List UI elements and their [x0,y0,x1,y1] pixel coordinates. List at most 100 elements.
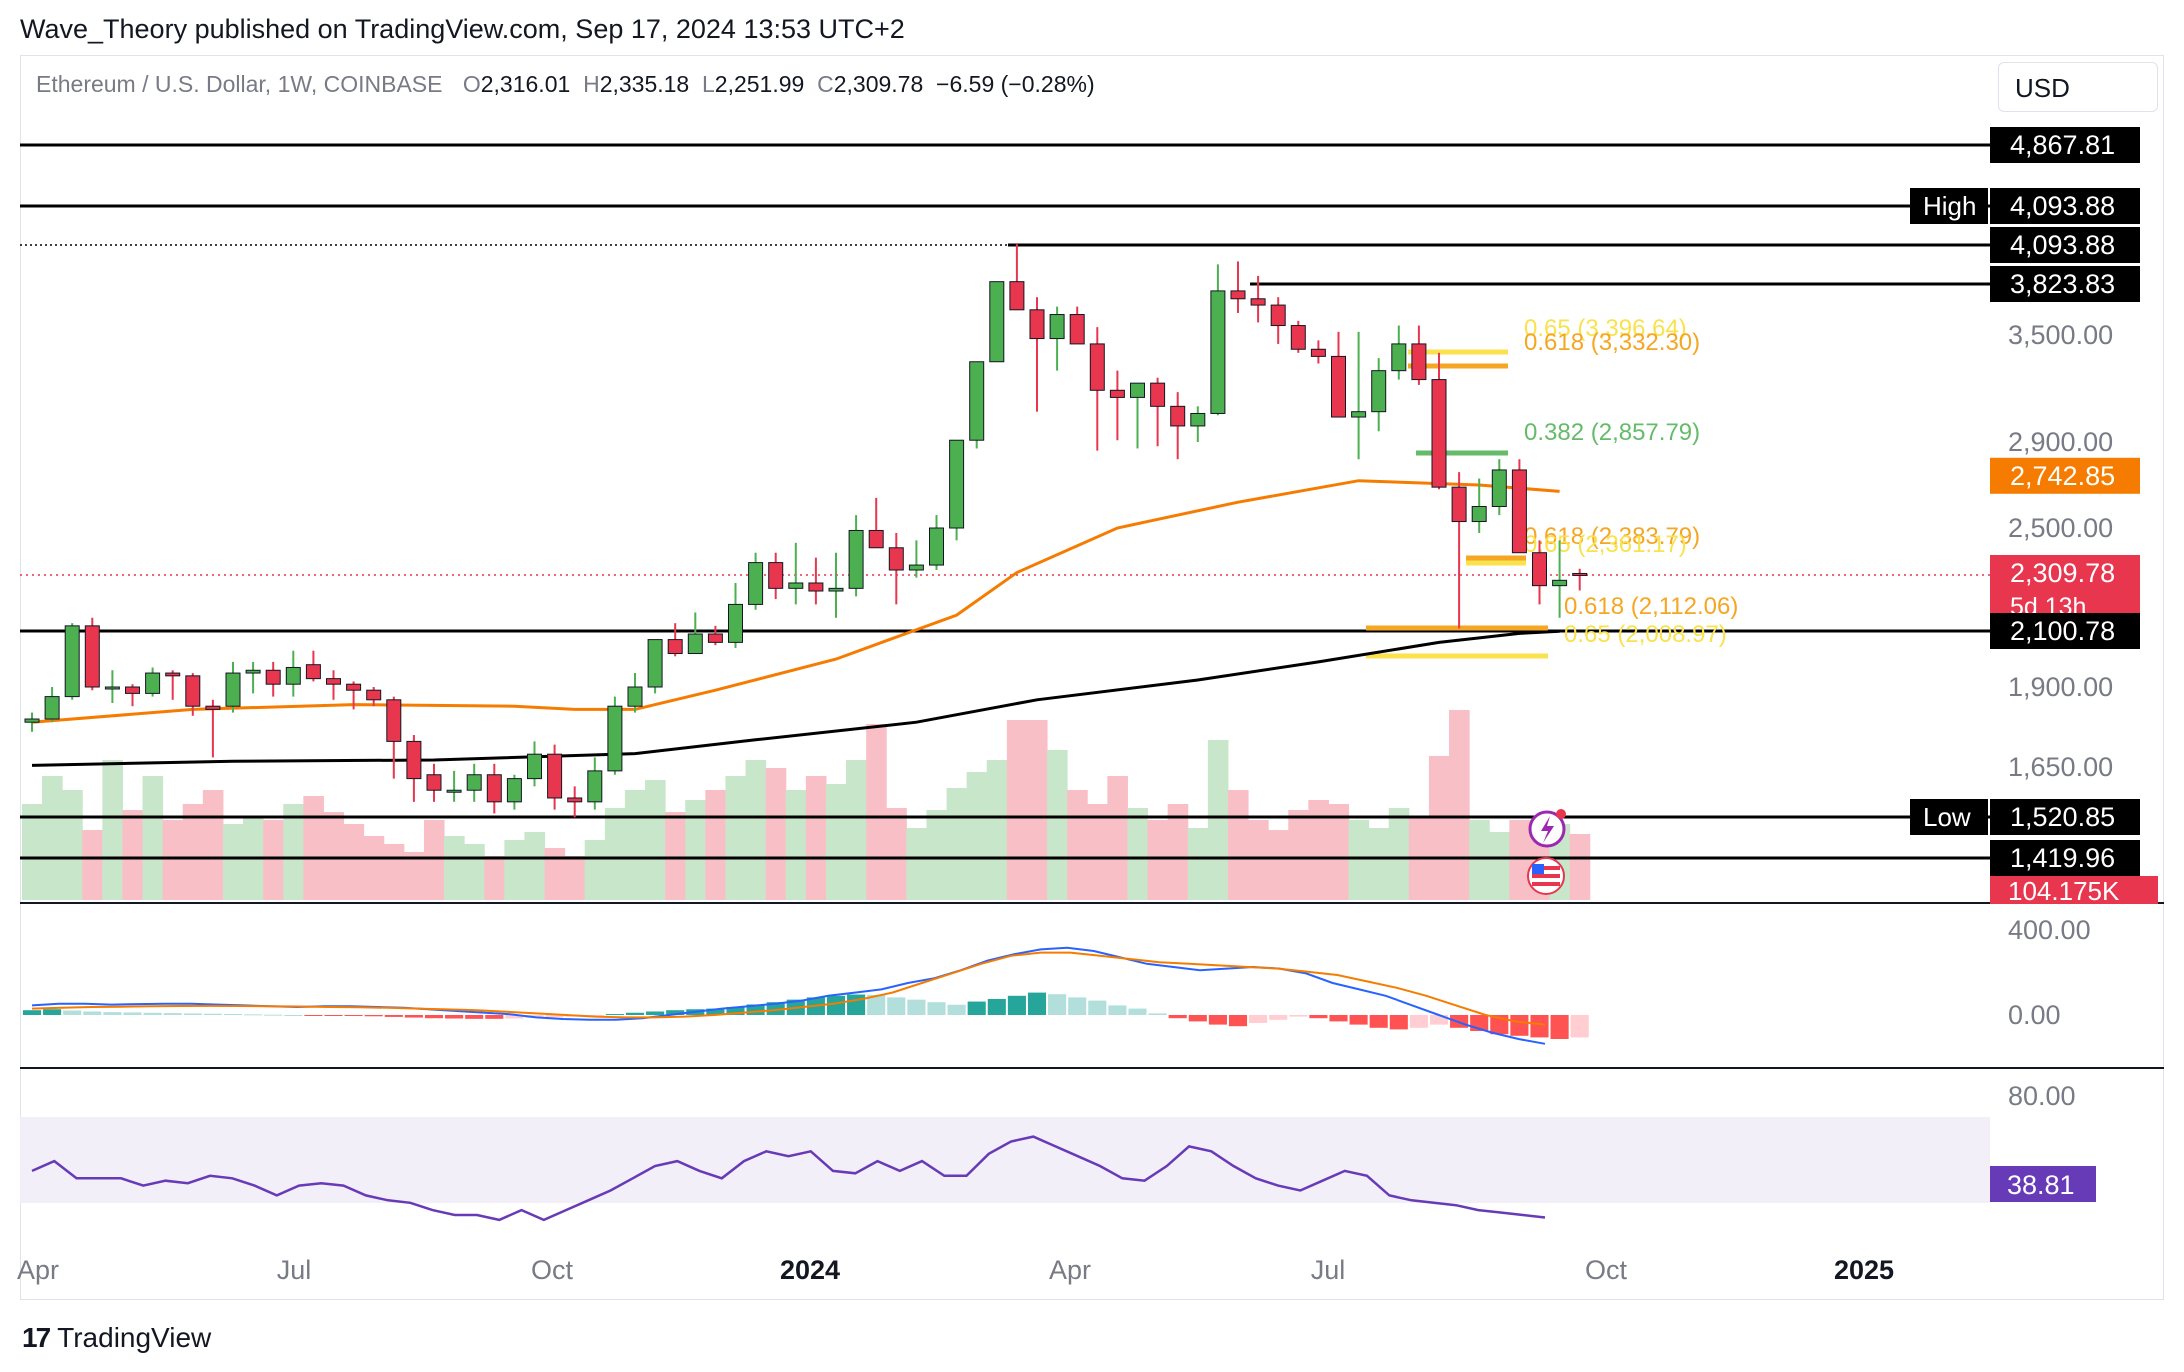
macd-histogram-bar [766,1002,785,1015]
change-value: −6.59 (−0.28%) [936,71,1095,97]
macd-signal-line [31,951,1546,1026]
volume-bar [725,776,747,900]
volume-bar [464,844,485,900]
candle-body [868,529,884,549]
volume-bar [705,790,726,900]
macd-histogram-bar [1027,992,1047,1015]
lightning-icon[interactable] [1528,809,1566,848]
candle-body [768,562,784,589]
rsi-value-box [1990,1166,2096,1202]
currency-button[interactable]: USD [1998,62,2158,112]
price-label-box [1990,840,2140,876]
volume-bar [162,820,184,900]
level-tag-text: Low [1923,802,1971,832]
volume-bar [363,836,385,900]
candle-body [587,770,603,803]
volume-bar [1368,828,1390,900]
high-label: H [583,71,600,97]
low-label: L [702,71,715,97]
macd-histogram-bar [203,1013,222,1015]
volume-bar [1087,804,1108,900]
open-label: O [462,71,481,97]
chart-frame[interactable] [20,55,2164,1300]
volume-bar [1268,830,1289,900]
candle-body [145,672,161,694]
volume-bar [1308,800,1329,900]
candle-body [1391,343,1407,372]
candle-body [848,529,864,589]
time-axis-label: 2024 [780,1255,840,1285]
macd-histogram-bar [1309,1015,1328,1019]
ema-50-line [31,479,1560,724]
volume-label-text: 104.175K [2008,876,2120,906]
volume-bar [1047,750,1068,900]
us-flag-icon[interactable] [1527,857,1565,895]
macd-histogram-bar [967,1001,986,1015]
open-value: 2,316.01 [480,71,571,97]
volume-bar [524,832,546,900]
macd-histogram-bar [706,1008,725,1015]
price-label-box [1990,188,2140,224]
close-label: C [817,71,834,97]
macd-histogram-bar [324,1015,343,1016]
candle-body [386,699,402,742]
symbol-legend: Ethereum / U.S. Dollar, 1W, COINBASE O2,… [36,71,1095,98]
macd-histogram-bar [646,1011,665,1015]
volume-bar [966,772,988,900]
rsi-line [31,1135,1546,1222]
price-label-box [1990,613,2140,649]
volume-bar [1067,790,1088,900]
macd-histogram-bar [1007,995,1026,1015]
candle-body [707,633,723,643]
candle-body [326,678,341,685]
volume-bar [544,848,566,900]
ema-200-line [31,629,1560,767]
footer-brand: TradingView [57,1322,212,1353]
macd-histogram-bar [264,1014,283,1016]
macd-histogram-bar [22,1010,42,1015]
candle-body [245,669,261,674]
candle-body [1250,298,1266,306]
volume-bar [624,790,646,900]
volume-bar [202,790,224,900]
candle-body [728,603,743,643]
macd-histogram-bar [304,1015,323,1016]
macd-histogram-bar [1168,1015,1187,1019]
macd-histogram-bar [364,1015,383,1017]
volume-bar [1167,804,1189,900]
macd-histogram-bar [384,1015,403,1017]
candle-body [1552,579,1568,587]
volume-bar [42,776,63,900]
fib-levels-layer: 0.65 (3,396.64)0.618 (3,332.30) 0.382 (2,… [1366,315,1738,659]
candle-body [466,774,482,791]
macd-histogram-bar [505,1015,524,1019]
horizontal-levels-layer [20,143,1990,860]
volume-bar [122,810,144,900]
level-tag-box [1910,188,1988,224]
candle-body [969,361,985,441]
macd-histogram-bar [445,1015,464,1019]
time-axis-label: Oct [1585,1255,1628,1285]
candle-body [808,582,824,592]
price-label-text: 1,520.85 [2010,802,2115,832]
candle-body [1532,552,1547,587]
price-label-box [1990,266,2140,302]
time-axis-label: Oct [531,1255,574,1285]
volume-bar [1227,790,1249,900]
volume-bar [1469,820,1490,900]
macd-layer: 400.00 0.00 [22,915,2091,1045]
tradingview-footer[interactable]: 17 TradingView [22,1322,211,1354]
volume-bar [665,812,686,900]
low-value: 2,251.99 [714,71,805,97]
time-axis-label: 2025 [1834,1255,1894,1285]
volume-bar [1248,820,1269,900]
candle-body [527,753,542,780]
volume-bar [1006,720,1028,900]
price-label-text: 4,093.88 [2010,191,2115,221]
macd-histogram-bar [183,1013,202,1015]
candle-body [426,774,442,791]
volume-bar [1026,720,1048,900]
price-axis-label: 2,500.00 [2008,513,2113,543]
volume-bar [1569,834,1591,900]
